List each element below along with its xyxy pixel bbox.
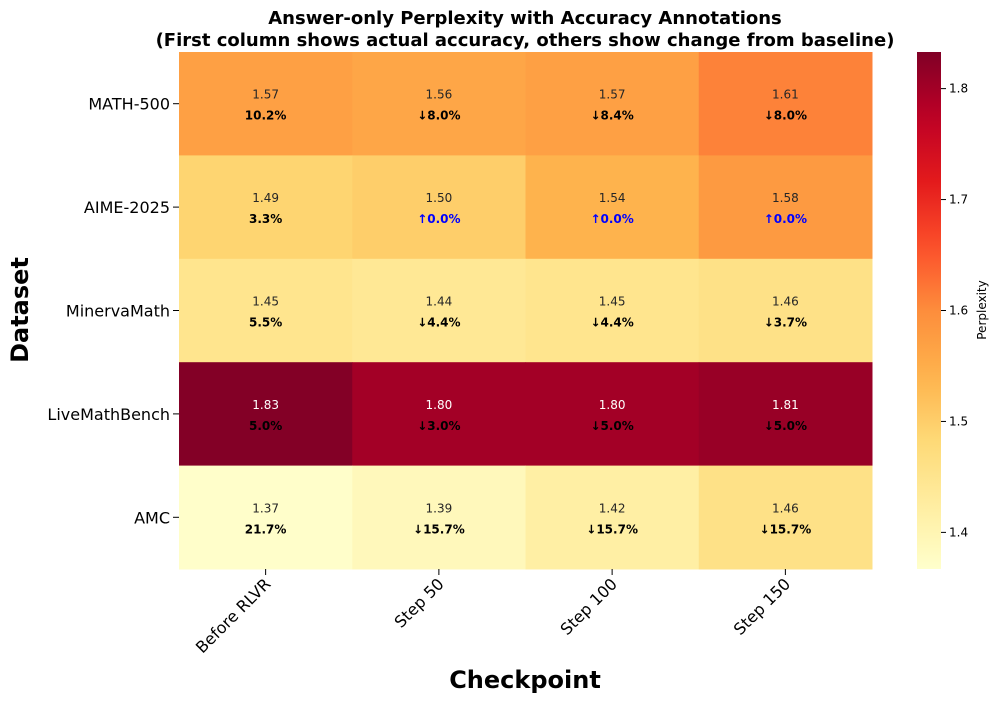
colorbar-tick-label: 1.8 (949, 82, 968, 96)
cell-perplexity-label: 1.54 (599, 191, 626, 205)
heatmap-cell (525, 52, 700, 156)
cell-accuracy-label: 3.3% (249, 212, 282, 226)
cell-perplexity-label: 1.61 (772, 88, 799, 102)
heatmap-cell (525, 465, 700, 570)
cell-perplexity-label: 1.50 (426, 191, 453, 205)
heatmap-cell (179, 155, 353, 260)
heatmap-cell (352, 52, 526, 156)
cell-accuracy-label: ↓3.7% (764, 316, 807, 330)
x-tick-label: Before RLVR (192, 574, 275, 657)
y-tick-label: MinervaMath (66, 302, 170, 321)
colorbar-label: Perplexity (975, 280, 989, 340)
heatmap-cell (698, 155, 873, 260)
cell-perplexity-label: 1.46 (772, 295, 799, 309)
cell-perplexity-label: 1.80 (426, 398, 453, 412)
heatmap-cell (698, 362, 873, 467)
cell-perplexity-label: 1.57 (252, 88, 279, 102)
x-tick-label: Step 50 (391, 574, 448, 631)
heatmap-cell (179, 362, 353, 467)
cell-accuracy-label: ↑0.0% (417, 212, 460, 226)
cell-accuracy-label: ↓5.0% (764, 419, 807, 433)
cell-accuracy-label: ↓8.4% (590, 109, 633, 123)
heatmap-cell (179, 52, 353, 156)
cell-perplexity-label: 1.44 (426, 295, 453, 309)
cell-perplexity-label: 1.39 (426, 501, 453, 515)
x-axis-label: Checkpoint (449, 666, 601, 694)
colorbar-tick-label: 1.7 (949, 193, 968, 207)
cell-perplexity-label: 1.45 (599, 295, 626, 309)
cell-accuracy-label: ↓15.7% (586, 522, 638, 536)
heatmap-cell (352, 362, 526, 467)
colorbar-tick-label: 1.6 (949, 304, 968, 318)
heatmap-cell (179, 465, 353, 570)
cell-accuracy-label: 21.7% (245, 522, 287, 536)
cell-accuracy-label: 10.2% (245, 109, 287, 123)
heatmap-cell (698, 465, 873, 570)
cell-accuracy-label: ↑0.0% (590, 212, 633, 226)
colorbar: 1.4 1.5 1.6 1.7 1.8 (917, 52, 968, 569)
heatmap-cell (698, 258, 873, 363)
y-tick-label: LiveMathBench (47, 405, 170, 424)
heatmap-cell (352, 155, 526, 260)
cell-perplexity-label: 1.37 (252, 501, 279, 515)
y-tick-label: AIME-2025 (84, 198, 170, 217)
cell-perplexity-label: 1.56 (426, 88, 453, 102)
heatmap-cell (352, 465, 526, 570)
cell-accuracy-label: ↓4.4% (590, 316, 633, 330)
cell-accuracy-label: ↓15.7% (413, 522, 465, 536)
cell-perplexity-label: 1.83 (252, 398, 279, 412)
cell-perplexity-label: 1.46 (772, 501, 799, 515)
cell-accuracy-label: ↓8.0% (417, 109, 460, 123)
colorbar-gradient (917, 52, 941, 569)
x-tick-label: Step 150 (730, 574, 794, 638)
heatmap-cell (179, 258, 353, 363)
chart-title-line-2: (First column shows actual accuracy, oth… (156, 30, 895, 51)
heatmap-cell (525, 362, 700, 467)
cell-accuracy-label: ↓4.4% (417, 316, 460, 330)
cell-accuracy-label: ↓5.0% (590, 419, 633, 433)
cell-perplexity-label: 1.45 (252, 295, 279, 309)
x-tick-label: Step 100 (557, 574, 621, 638)
y-tick-label: AMC (134, 508, 170, 527)
cell-perplexity-label: 1.42 (599, 501, 626, 515)
cell-perplexity-label: 1.57 (599, 88, 626, 102)
cell-accuracy-label: ↑0.0% (764, 212, 807, 226)
y-tick-label: MATH-500 (88, 95, 170, 114)
heatmap-cell (352, 258, 526, 363)
colorbar-tick-label: 1.4 (949, 525, 968, 539)
heatmap-cell (698, 52, 873, 156)
cell-perplexity-label: 1.49 (252, 191, 279, 205)
colorbar-tick-label: 1.5 (949, 414, 968, 428)
cell-perplexity-label: 1.81 (772, 398, 799, 412)
y-axis-label: Dataset (6, 257, 34, 363)
cell-accuracy-label: ↓8.0% (764, 109, 807, 123)
cell-accuracy-label: ↓15.7% (760, 522, 812, 536)
cell-perplexity-label: 1.80 (599, 398, 626, 412)
cell-accuracy-label: ↓3.0% (417, 419, 460, 433)
heatmap-cell (525, 258, 700, 363)
cell-accuracy-label: 5.0% (249, 419, 282, 433)
heatmap-cells: 1.57 10.2% 1.56 ↓8.0% 1.57 ↓8.4% 1.61 ↓8.0% 1.49… (179, 52, 873, 570)
chart-title-line-1: Answer-only Perplexity with Accuracy Ann… (268, 8, 782, 29)
cell-accuracy-label: 5.5% (249, 316, 282, 330)
heatmap-cell (525, 155, 700, 260)
cell-perplexity-label: 1.58 (772, 191, 799, 205)
